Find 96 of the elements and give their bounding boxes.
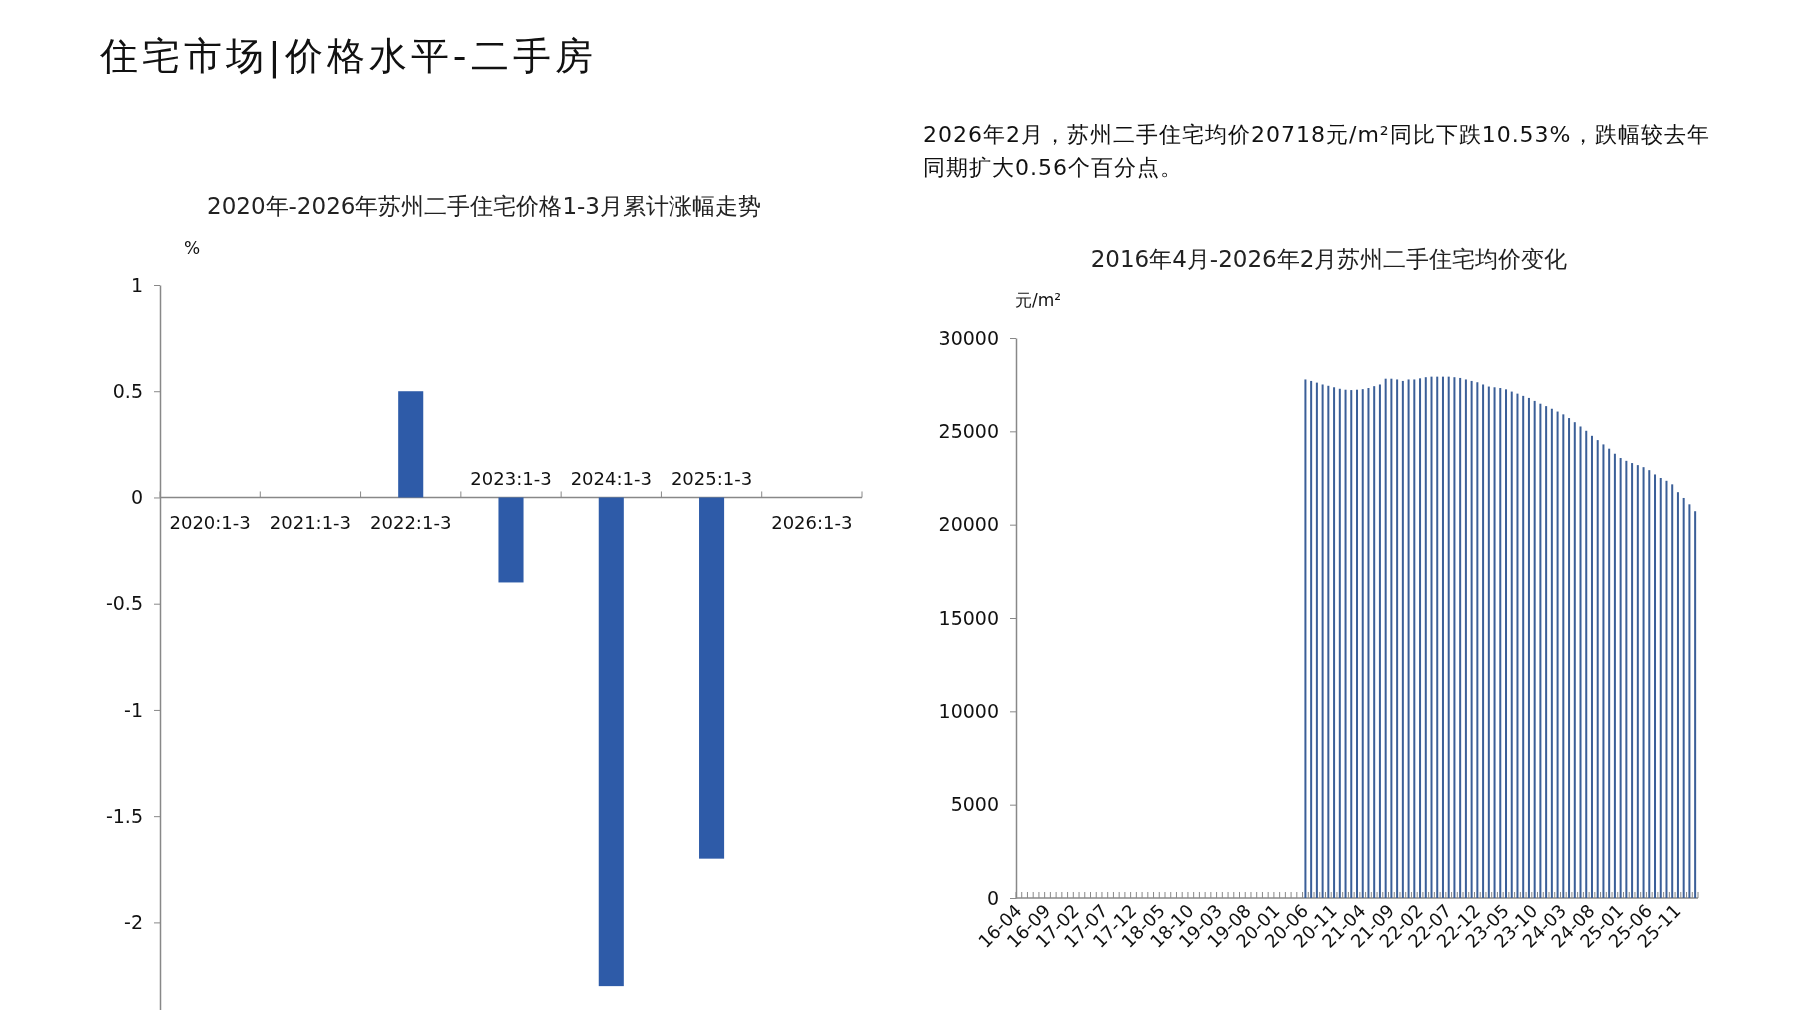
text: 2026年2月，苏州二手住宅均价20718元/m²同比下跌10.53%，跌幅较去年同期扩大0.56个百分点。 <box>923 121 1711 182</box>
bar <box>1476 382 1479 898</box>
bar <box>1676 492 1679 898</box>
bar <box>1441 376 1444 898</box>
x-tick-label: 2024:1-3 <box>570 468 652 490</box>
bar <box>1510 391 1513 898</box>
bar <box>1602 444 1605 898</box>
bar <box>1361 389 1364 898</box>
bar <box>1482 384 1485 898</box>
bar <box>1453 377 1456 898</box>
bar <box>1436 376 1439 898</box>
bar <box>1579 426 1582 898</box>
bar <box>1522 395 1525 898</box>
y-tick-label: 15000 <box>938 606 999 629</box>
bar <box>1573 422 1576 898</box>
bar <box>1608 448 1611 898</box>
y-tick-label: 25000 <box>938 419 999 442</box>
y-tick-label: 20000 <box>938 513 999 536</box>
bar <box>1338 388 1341 898</box>
bar <box>1694 511 1697 898</box>
bar <box>1390 378 1393 898</box>
bar <box>1545 406 1548 898</box>
y-tick-label: -1.5 <box>105 804 143 827</box>
bar <box>1424 377 1427 898</box>
y-tick-label: 5000 <box>950 793 999 816</box>
bar <box>1499 388 1502 898</box>
bar <box>1464 379 1467 898</box>
x-tick-label: 2020:1-3 <box>169 512 251 534</box>
bar <box>1619 458 1622 898</box>
bar <box>1419 378 1422 898</box>
bar <box>1350 390 1353 898</box>
y-tick-label: 1 <box>130 273 143 296</box>
bar <box>1356 389 1359 898</box>
x-tick-label: 2026:1-3 <box>771 512 853 534</box>
bar <box>1550 408 1553 898</box>
bar <box>1459 377 1462 898</box>
y-tick-label: -1 <box>124 698 143 721</box>
bar <box>1373 386 1376 898</box>
bar <box>1367 388 1370 898</box>
bar <box>1556 411 1559 898</box>
bar <box>1470 380 1473 898</box>
bar <box>1625 460 1628 898</box>
bar <box>1585 430 1588 898</box>
bar <box>1613 453 1616 898</box>
bar <box>1659 478 1662 898</box>
chart-title: 2016年4月-2026年2月苏州二手住宅均价变化 <box>1090 246 1568 272</box>
bar <box>1648 470 1651 898</box>
bar <box>1310 380 1313 898</box>
y-axis-title: % <box>183 238 201 258</box>
chart-title: 2020年-2026年苏州二手住宅价格1-3月累计涨幅走势 <box>207 193 761 219</box>
x-tick-label: 2023:1-3 <box>470 468 552 490</box>
y-tick-label: 0 <box>130 486 143 509</box>
y-tick-label: 0 <box>986 886 999 909</box>
bar <box>1447 376 1450 898</box>
bar <box>1688 504 1691 898</box>
bar <box>1665 480 1668 898</box>
bar <box>1533 400 1536 898</box>
x-tick-label: 2021:1-3 <box>269 512 352 534</box>
bar <box>1487 386 1490 898</box>
y-tick-label: 0.5 <box>112 379 143 402</box>
bar <box>1384 378 1387 898</box>
bar <box>1654 474 1657 898</box>
y-tick-label: 30000 <box>938 326 999 349</box>
x-tick-label: 2022:1-3 <box>370 512 452 534</box>
y-tick-label: -0.5 <box>105 592 143 615</box>
bar <box>1516 393 1519 898</box>
text: 住宅市场|价格水平-二手房 <box>100 33 598 81</box>
bar <box>1344 389 1347 898</box>
bar <box>1568 418 1571 898</box>
y-tick-label: 10000 <box>938 699 999 722</box>
bar <box>1505 389 1508 898</box>
bar <box>1671 484 1674 898</box>
bar <box>1327 385 1330 898</box>
bar <box>1596 440 1599 898</box>
bar <box>1493 387 1496 898</box>
bar <box>1396 379 1399 898</box>
bar <box>1590 435 1593 898</box>
bar <box>1333 387 1336 898</box>
x-tick-label: 2025:1-3 <box>670 468 753 490</box>
bar <box>1304 379 1307 898</box>
bar <box>1682 497 1685 898</box>
bar <box>1407 379 1410 898</box>
bar <box>1527 397 1530 898</box>
bar <box>1413 379 1416 898</box>
bar <box>1642 467 1645 898</box>
bar <box>1315 382 1318 898</box>
bar <box>1321 384 1324 898</box>
bar <box>1539 403 1542 898</box>
bar <box>1378 384 1381 898</box>
bar <box>1631 463 1634 898</box>
bar <box>1430 376 1433 898</box>
bar <box>1401 380 1404 898</box>
y-tick-label: -2 <box>124 910 143 933</box>
bar <box>1636 465 1639 898</box>
bar <box>1562 414 1565 898</box>
y-axis-title: 元/m² <box>1014 290 1062 310</box>
